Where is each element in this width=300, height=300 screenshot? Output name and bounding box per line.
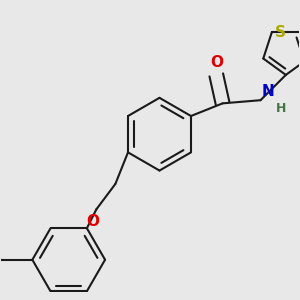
Text: N: N [262, 84, 275, 99]
Text: S: S [275, 25, 286, 40]
Text: O: O [87, 214, 100, 229]
Text: H: H [276, 102, 287, 115]
Text: O: O [210, 55, 223, 70]
